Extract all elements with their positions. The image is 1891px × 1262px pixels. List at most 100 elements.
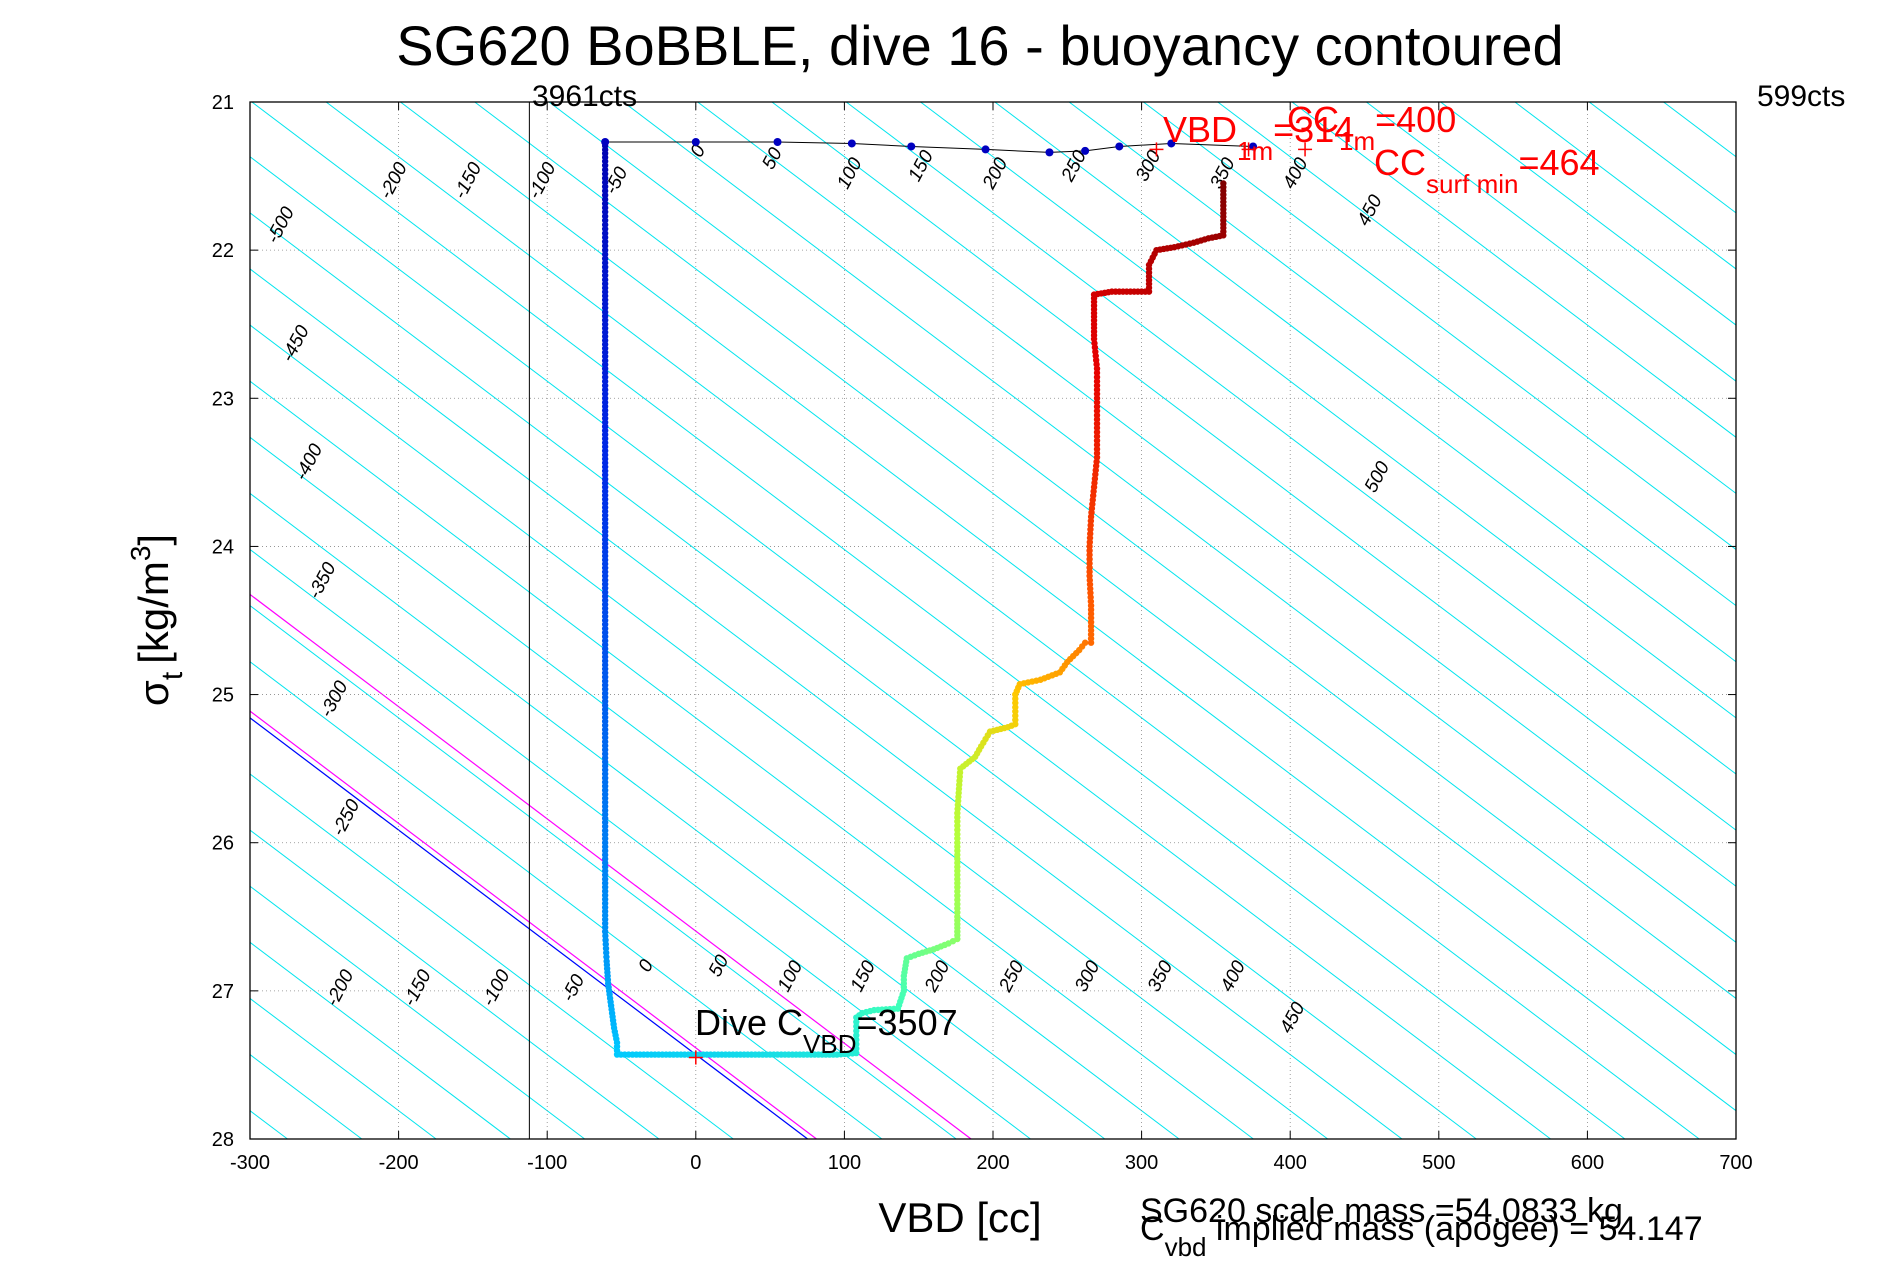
contour-level-label: -150: [450, 159, 487, 203]
contour-level-label: -150: [399, 966, 436, 1010]
cc-surf-min-annotation: CCsurf min=464: [1374, 142, 1600, 199]
contour-labels: -200 -150 -100 -500 50 100 150 200 250 300 350 4004…: [263, 141, 1395, 1037]
data-series: [601, 137, 1258, 1058]
x-axis-ticks: -300 -200 -100 0 100 200 300 400 500 600 700: [230, 102, 1753, 1174]
data-point: [1220, 180, 1227, 187]
data-point: [1081, 639, 1089, 646]
implied-mass-label: Cvbd implied mass (apogee) = 54.147: [1140, 1210, 1703, 1262]
contour-level-label: -450: [277, 322, 314, 366]
surface-point: [691, 137, 700, 146]
plot-frame: [249, 101, 1737, 1140]
contour-level-label: -500: [263, 203, 300, 247]
y-axis-label-sup: 3: [125, 546, 156, 562]
contour-line: [1514, 101, 1737, 270]
y-axis-ticks: 21 22 23 24 25 26 27 28: [212, 92, 1736, 1151]
contour-line: [697, 101, 1737, 887]
y-tick-label: 27: [212, 981, 234, 1003]
contour-level-label: 400: [1217, 957, 1251, 995]
contour-line: [1663, 101, 1737, 158]
contour-line: [249, 885, 586, 1140]
surface-point: [981, 145, 990, 154]
contour-line: [1143, 101, 1737, 550]
contour-level-label: 200: [920, 957, 954, 996]
scale-mass-label: SG620 scale mass =54.0833 kg: [1140, 1192, 1623, 1230]
contour-line: [771, 101, 1737, 831]
contour-line: [249, 212, 1477, 1140]
contour-line: [1291, 101, 1737, 438]
contour-level-label: -100: [478, 966, 515, 1010]
contour-line: [249, 549, 1031, 1140]
contour-line: [249, 773, 734, 1140]
contour-line: [249, 829, 660, 1140]
contour-line: [249, 941, 511, 1140]
contour-line: [845, 101, 1737, 775]
contour-level-label: -350: [304, 559, 341, 603]
y-tick-label: 28: [212, 1129, 234, 1151]
chart-title: SG620 BoBBLE, dive 16 - buoyancy contour…: [396, 14, 1563, 77]
y-tick-label: 22: [212, 240, 234, 262]
surface-point: [1249, 142, 1258, 151]
contour-line: [249, 436, 1180, 1140]
contour-line: [548, 101, 1737, 999]
red-markers: [688, 142, 1313, 1065]
data-point: [853, 1049, 860, 1057]
contour-line: [1366, 101, 1737, 382]
contour-level-label: 50: [758, 144, 787, 173]
contour-level-label: 450: [1276, 999, 1310, 1037]
x-tick-label: -200: [379, 1152, 419, 1174]
contour-level-label: 150: [905, 147, 939, 185]
y-axis-label-symbol: σ: [130, 680, 177, 706]
data-point: [853, 1036, 860, 1043]
contour-level-label: 0: [635, 956, 659, 976]
grid-lines: [249, 101, 1737, 1140]
contour-line: [249, 661, 883, 1140]
data-point: [853, 1040, 860, 1048]
cc-1m-annotation: CC1m=400: [1287, 99, 1456, 156]
y-tick-label: 23: [212, 388, 234, 410]
x-tick-label: 600: [1571, 1152, 1604, 1174]
magenta-line: [249, 593, 972, 1140]
y-axis-label: σt [kg/m3]: [125, 534, 189, 706]
surface-point: [601, 137, 610, 146]
contour-line: [249, 156, 1551, 1140]
contour-line: [249, 324, 1329, 1140]
contour-level-label: 300: [1071, 957, 1105, 995]
dive-cvbd-annotation: Dive CVBD=3507: [695, 1002, 958, 1059]
contour-level-label: 100: [833, 154, 867, 192]
contour-level-label: 150: [847, 957, 881, 995]
contour-level-label: 250: [995, 957, 1029, 996]
svg-text:σt[kg/m3]: σt [kg/m3]: [125, 534, 189, 706]
top-left-counts: 3961cts: [532, 80, 637, 113]
contour-level-label: -50: [558, 971, 590, 1005]
contour-line: [400, 101, 1737, 1112]
y-tick-label: 26: [212, 833, 234, 855]
contour-line: [249, 493, 1106, 1140]
x-tick-label: 500: [1422, 1152, 1455, 1174]
contour-line: [249, 380, 1254, 1140]
contour-level-label: 100: [774, 957, 808, 995]
contour-line: [920, 101, 1737, 719]
y-tick-label: 25: [212, 685, 234, 707]
surface-point: [1115, 142, 1124, 151]
contour-level-label: -250: [328, 796, 365, 840]
contour-line: [1588, 101, 1737, 214]
contour-level-label: 400: [1279, 154, 1313, 192]
data-point: [853, 1032, 860, 1039]
contour-level-label: -300: [316, 677, 353, 721]
x-tick-label: 100: [828, 1152, 861, 1174]
x-tick-label: 700: [1719, 1152, 1752, 1174]
y-axis-label-sub: t: [156, 671, 189, 680]
data-point: [853, 1023, 860, 1030]
contour-level-label: -200: [376, 159, 413, 203]
contour-line: [1217, 101, 1737, 494]
x-axis-label: VBD [cc]: [878, 1194, 1041, 1241]
zero-buoyancy-line: [249, 717, 808, 1140]
contour-line: [249, 998, 437, 1140]
surface-point: [1045, 148, 1054, 157]
y-axis-label-unit: [kg/m: [130, 561, 177, 664]
y-tick-label: 24: [212, 536, 234, 558]
contour-level-label: 200: [978, 154, 1012, 193]
contour-line: [623, 101, 1737, 943]
x-tick-label: 300: [1125, 1152, 1158, 1174]
